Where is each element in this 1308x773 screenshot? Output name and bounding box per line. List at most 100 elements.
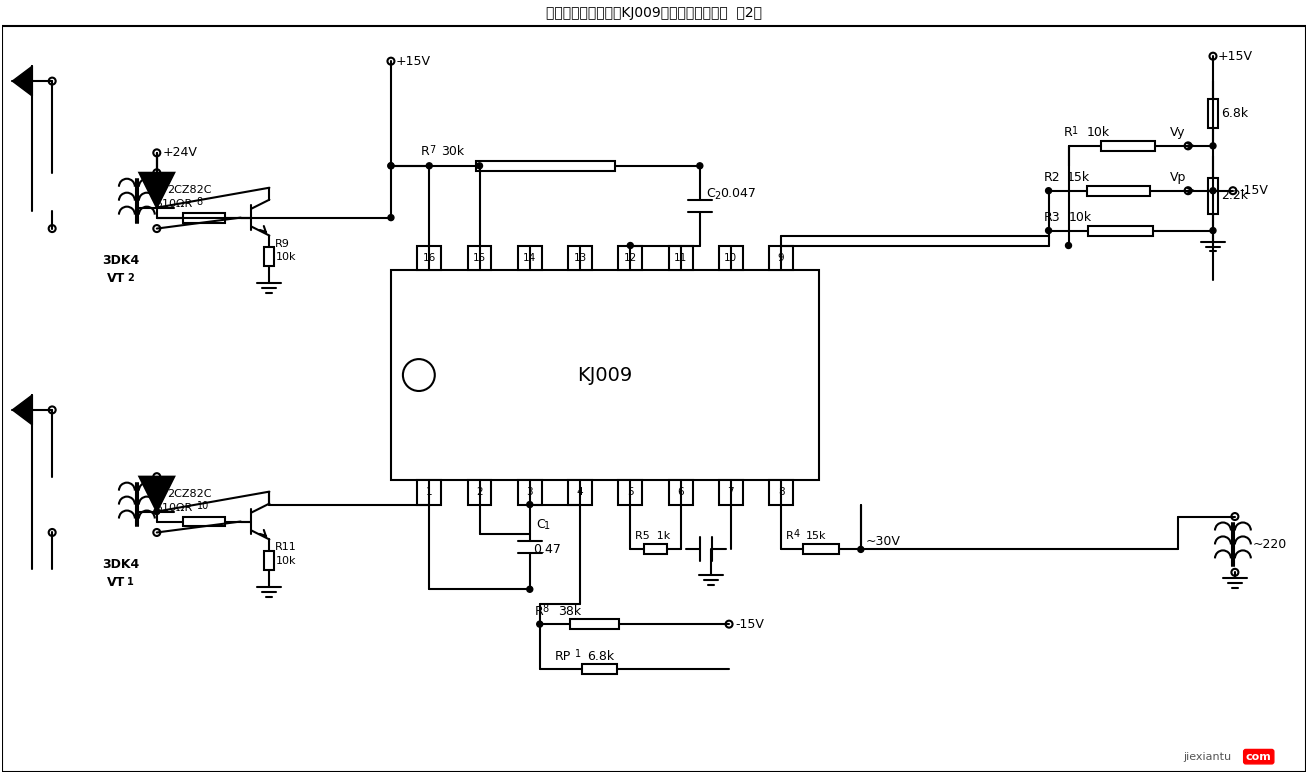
Bar [183,213,225,223]
Bar [1087,186,1150,196]
Text: +15V: +15V [1218,49,1253,63]
Circle shape [536,621,543,627]
Circle shape [1210,188,1216,194]
Bar [391,271,819,480]
Text: 10: 10 [725,253,738,263]
Bar [264,551,275,570]
Text: KJ009: KJ009 [578,366,633,384]
Text: C: C [536,518,544,531]
Polygon shape [140,173,174,208]
Bar [183,516,225,526]
Circle shape [628,243,633,248]
Text: 2: 2 [714,191,719,201]
Circle shape [153,529,161,536]
Polygon shape [12,66,33,96]
Text: 15k: 15k [806,532,827,541]
Text: 1: 1 [574,649,581,659]
Circle shape [1210,143,1216,149]
Circle shape [403,359,434,391]
Text: 10k: 10k [276,557,296,567]
Polygon shape [12,395,33,425]
Text: 4: 4 [577,487,583,497]
Text: 38k: 38k [557,604,581,618]
Text: 2: 2 [127,274,133,284]
Text: 7: 7 [727,487,734,497]
Text: +15V: +15V [396,55,430,68]
Text: C: C [706,187,714,200]
Text: R2: R2 [1044,172,1061,184]
Text: com: com [1245,751,1271,761]
Text: 1: 1 [544,522,549,532]
Bar [644,544,667,554]
Text: R9: R9 [276,239,290,248]
Text: 10k: 10k [1069,211,1092,224]
Text: R: R [1063,127,1073,139]
Text: 10k: 10k [1087,127,1109,139]
Text: R5  1k: R5 1k [636,532,671,541]
Text: 1: 1 [127,577,133,587]
Text: RP: RP [555,649,570,662]
Text: VT: VT [107,272,126,285]
Circle shape [1045,227,1052,233]
Bar [518,480,542,505]
Circle shape [858,547,863,553]
Bar [1101,141,1155,151]
Text: 0.047: 0.047 [719,187,756,200]
Bar [1209,99,1218,128]
Text: 2CZ82C: 2CZ82C [166,489,212,499]
Text: R: R [535,604,544,618]
Text: 13: 13 [573,253,587,263]
Bar [668,480,692,505]
Text: 15: 15 [473,253,487,263]
Bar [1209,178,1218,213]
Circle shape [1210,53,1216,60]
Bar [619,480,642,505]
Text: 0.47: 0.47 [532,543,561,556]
Text: jiexiantu: jiexiantu [1184,751,1231,761]
Text: R3: R3 [1044,211,1061,224]
Circle shape [426,163,432,169]
Text: 9: 9 [778,253,785,263]
Bar [1088,226,1154,236]
Text: Vp: Vp [1171,172,1186,184]
Circle shape [1230,187,1236,194]
Text: 2CZ82C: 2CZ82C [166,186,212,196]
Circle shape [1231,569,1239,576]
Circle shape [388,215,394,220]
Circle shape [48,529,56,536]
Text: R: R [421,145,429,158]
Circle shape [1185,187,1192,194]
Circle shape [527,502,532,508]
Text: 30k: 30k [441,145,464,158]
Bar [467,246,492,271]
Bar [417,246,441,271]
Circle shape [1231,513,1239,520]
Circle shape [48,225,56,232]
Text: ~220: ~220 [1253,538,1287,551]
Text: 10: 10 [196,501,209,511]
Bar [568,246,593,271]
Text: 4: 4 [794,530,800,540]
Text: 15k: 15k [1066,172,1090,184]
Circle shape [476,163,483,169]
Circle shape [1185,142,1192,149]
Text: -15V: -15V [1239,184,1267,197]
Circle shape [153,149,161,156]
Bar [719,246,743,271]
Circle shape [154,509,160,515]
Circle shape [153,169,161,176]
Text: 3DK4: 3DK4 [102,558,139,570]
Circle shape [388,163,394,169]
Circle shape [726,621,732,628]
Text: -15V: -15V [735,618,764,631]
Bar [476,161,615,171]
Polygon shape [140,477,174,512]
Circle shape [387,58,395,65]
Text: 8: 8 [778,487,785,497]
Bar [803,544,838,554]
Circle shape [1066,243,1071,248]
Text: 510ΩR: 510ΩR [154,502,192,512]
Circle shape [1045,188,1052,194]
Text: 5: 5 [627,487,633,497]
Text: 2: 2 [476,487,483,497]
